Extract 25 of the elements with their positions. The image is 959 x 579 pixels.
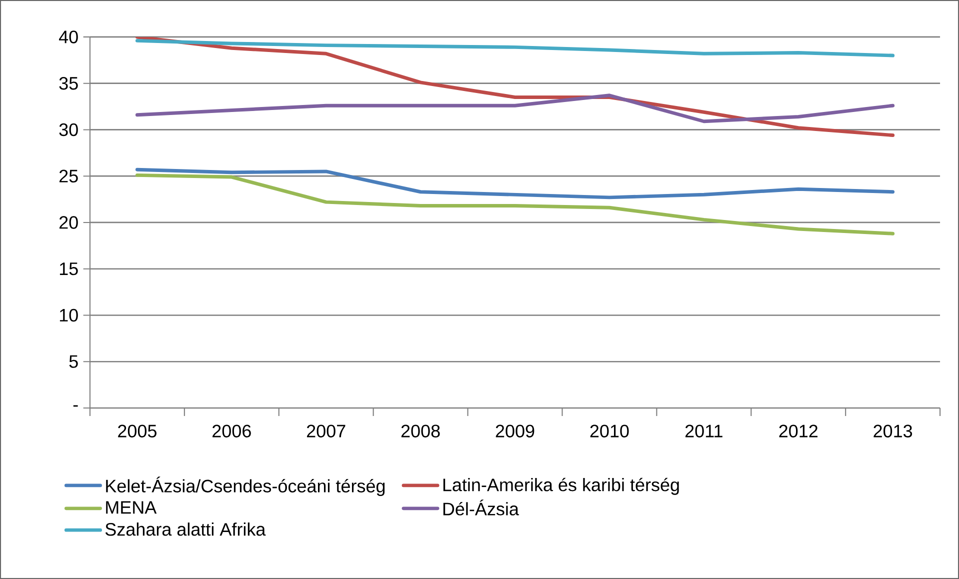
- x-tick-label: 2006: [212, 424, 251, 438]
- y-tick-label: 5: [69, 355, 78, 368]
- y-tick-label: 15: [60, 262, 78, 276]
- x-tick-label: 2008: [401, 424, 440, 438]
- x-tick-label: 2012: [779, 424, 818, 438]
- legend-label: Szahara alatti Afrika: [105, 522, 266, 536]
- x-tick-label: 2010: [590, 424, 629, 438]
- legend-label: Latin-Amerika és karibi térség: [443, 478, 679, 495]
- y-tick-label: 10: [60, 308, 78, 322]
- legend-label: MENA: [106, 501, 157, 514]
- y-tick-label: 20: [59, 216, 78, 229]
- y-tick-label: 25: [59, 170, 78, 182]
- y-tick-label: -: [73, 405, 78, 407]
- x-tick-label: 2013: [874, 424, 912, 438]
- x-tick-label: 2011: [685, 424, 722, 438]
- x-tick-label: 2005: [118, 424, 156, 438]
- legend-label: Kelet-Ázsia/Csendes-óceáni térség: [106, 476, 385, 496]
- line-series: [135, 173, 895, 236]
- line-series: [135, 38, 895, 58]
- legend-label: Dél-Ázsia: [443, 500, 519, 516]
- x-tick-label: 2009: [496, 424, 534, 438]
- y-tick-label: 30: [59, 123, 78, 136]
- y-tick-label: 35: [59, 76, 78, 90]
- x-tick-label: 2007: [306, 424, 346, 438]
- y-tick-label: 40: [59, 30, 78, 44]
